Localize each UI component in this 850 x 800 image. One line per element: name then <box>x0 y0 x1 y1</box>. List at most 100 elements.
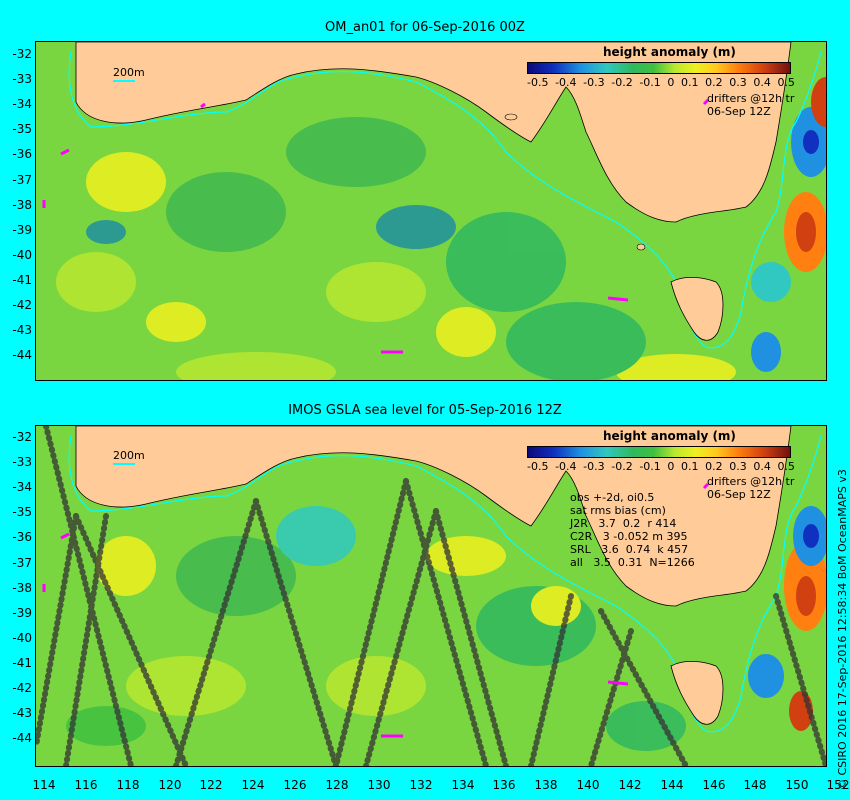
top-y-tick: -37 <box>12 173 32 187</box>
top-200m-line <box>113 80 135 82</box>
x-tick: 138 <box>534 778 558 792</box>
top-colorbar-title: height anomaly (m) <box>603 45 736 59</box>
colorbar-label: -0.5 <box>527 76 549 89</box>
top-200m-label: 200m <box>113 66 145 79</box>
x-tick: 150 <box>785 778 809 792</box>
colorbar-label: -0.2 <box>611 76 633 89</box>
bottom-y-tick: -35 <box>12 505 32 519</box>
x-tick: 120 <box>158 778 182 792</box>
colorbar-label: 0.2 <box>705 460 723 473</box>
stats-line: obs +-2d, oi0.5 <box>570 491 655 504</box>
x-tick: 140 <box>576 778 600 792</box>
top-y-tick: -39 <box>12 223 32 237</box>
drifters-line2: 06-Sep 12Z <box>707 105 771 118</box>
top-y-tick: -36 <box>12 147 32 161</box>
stats-line: C2R 3 -0.052 m 395 <box>570 530 688 543</box>
top-panel-title: OM_an01 for 06-Sep-2016 00Z <box>325 20 525 35</box>
top-y-tick: -43 <box>12 323 32 337</box>
bottom-y-tick: -41 <box>12 656 32 670</box>
top-y-tick: -42 <box>12 298 32 312</box>
colorbar-label: -0.4 <box>555 460 577 473</box>
colorbar-label: 0.3 <box>729 460 747 473</box>
x-tick: 114 <box>32 778 56 792</box>
bottom-y-tick: -34 <box>12 480 32 494</box>
top-sea-level-map <box>35 41 827 381</box>
bottom-panel-title: IMOS GSLA sea level for 05-Sep-2016 12Z <box>288 403 562 418</box>
bottom-y-tick: -38 <box>12 581 32 595</box>
top-y-tick: -41 <box>12 273 32 287</box>
colorbar-label: -0.3 <box>583 76 605 89</box>
bottom-y-tick: -42 <box>12 681 32 695</box>
colorbar-label: 0.4 <box>753 76 771 89</box>
x-tick: 118 <box>116 778 140 792</box>
bottom-y-tick: -33 <box>12 455 32 469</box>
bottom-200m-label: 200m <box>113 449 145 462</box>
x-tick: 122 <box>199 778 223 792</box>
bottom-y-tick: -39 <box>12 606 32 620</box>
drifters-line2: 06-Sep 12Z <box>707 488 771 501</box>
bottom-colorbar-title: height anomaly (m) <box>603 429 736 443</box>
x-tick: 132 <box>409 778 433 792</box>
x-tick: 144 <box>660 778 684 792</box>
colorbar-label: 0.1 <box>681 76 699 89</box>
top-y-tick: -32 <box>12 47 32 61</box>
x-tick: 142 <box>618 778 642 792</box>
stats-line: SRL 3.6 0.74 k 457 <box>570 543 689 556</box>
colorbar-label: -0.5 <box>527 460 549 473</box>
colorbar-label: 0 <box>667 76 675 89</box>
x-tick: 126 <box>283 778 307 792</box>
colorbar-label: 0.4 <box>753 460 771 473</box>
top-y-tick: -40 <box>12 248 32 262</box>
drifters-line1: drifters @12h tr <box>707 92 795 105</box>
stats-line: J2R 3.7 0.2 r 414 <box>570 517 677 530</box>
colorbar-label: -0.4 <box>555 76 577 89</box>
top-map-field <box>42 42 826 380</box>
colorbar-label: -0.2 <box>611 460 633 473</box>
stats-line: all 3.5 0.31 N=1266 <box>570 556 695 569</box>
x-tick: 124 <box>241 778 265 792</box>
top-y-tick: -38 <box>12 198 32 212</box>
colorbar-label: 0.5 <box>777 460 795 473</box>
x-tick: 130 <box>367 778 391 792</box>
colorbar-label: 0 <box>667 460 675 473</box>
bottom-colorbar <box>527 446 791 458</box>
top-colorbar <box>527 62 791 74</box>
bottom-y-tick: -36 <box>12 530 32 544</box>
colorbar-label: 0.2 <box>705 76 723 89</box>
colorbar-label: -0.3 <box>583 460 605 473</box>
top-drifter-tracks <box>42 98 710 354</box>
drifters-line1: drifters @12h tr <box>707 475 795 488</box>
x-tick: 148 <box>743 778 767 792</box>
colorbar-label: 0.5 <box>777 76 795 89</box>
colorbar-label: 0.1 <box>681 460 699 473</box>
bottom-drifters-label: drifters @12h tr 06-Sep 12Z <box>707 475 794 501</box>
bottom-y-tick: -40 <box>12 631 32 645</box>
x-tick: 116 <box>74 778 98 792</box>
bottom-map-field <box>36 426 826 766</box>
bottom-drifter-tracks <box>42 482 710 738</box>
colorbar-label: -0.1 <box>639 76 661 89</box>
top-y-tick: -34 <box>12 97 32 111</box>
top-drifters-label: drifters @12h tr 06-Sep 12Z <box>707 92 794 118</box>
altimetry-stats: obs +-2d, oi0.5 sat rms bias (cm) J2R 3.… <box>570 491 695 569</box>
satellite-tracks <box>36 426 826 766</box>
top-y-tick: -35 <box>12 122 32 136</box>
bottom-y-tick: -32 <box>12 430 32 444</box>
credit-text: © CSIRO 2016 17-Sep-2016 12:58:34 BoM Oc… <box>836 469 849 790</box>
bottom-y-tick: -44 <box>12 731 32 745</box>
top-y-tick: -33 <box>12 72 32 86</box>
stats-line: sat rms bias (cm) <box>570 504 666 517</box>
colorbar-label: -0.1 <box>639 460 661 473</box>
top-colorbar-labels: -0.5 -0.4 -0.3 -0.2 -0.1 0 0.1 0.2 0.3 0… <box>527 76 795 89</box>
x-tick: 146 <box>702 778 726 792</box>
x-tick: 136 <box>492 778 516 792</box>
x-tick: 134 <box>451 778 475 792</box>
bottom-colorbar-labels: -0.5 -0.4 -0.3 -0.2 -0.1 0 0.1 0.2 0.3 0… <box>527 460 795 473</box>
colorbar-label: 0.3 <box>729 76 747 89</box>
x-tick: 128 <box>325 778 349 792</box>
bottom-sea-level-map <box>35 425 827 767</box>
bottom-y-tick: -43 <box>12 706 32 720</box>
x-tick: 152 <box>826 778 850 792</box>
bottom-200m-line <box>113 463 135 465</box>
bottom-y-tick: -37 <box>12 556 32 570</box>
